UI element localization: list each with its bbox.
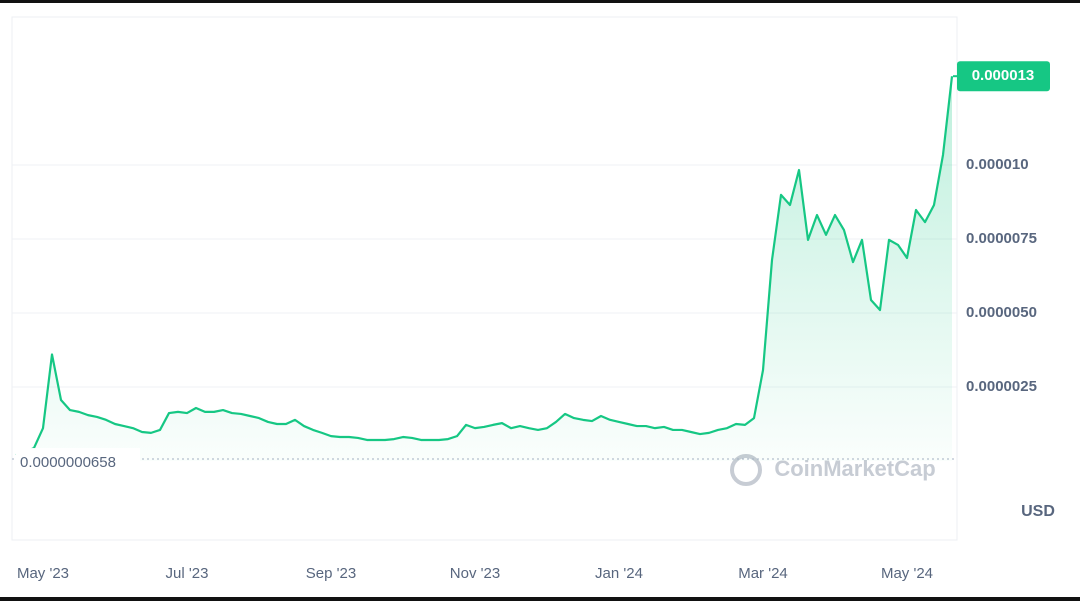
y-tick-label: 0.0000075 <box>966 230 1037 247</box>
y-tick-label: 0.000010 <box>966 156 1029 173</box>
low-price-label: 0.0000000658 <box>20 454 116 471</box>
price-line <box>15 76 954 457</box>
plot-frame <box>11 16 958 541</box>
bottom-border <box>0 597 1080 601</box>
x-tick-label: Mar '24 <box>738 565 788 582</box>
y-tick-label: 0.0000025 <box>966 378 1037 395</box>
y-tick-label: 0.0000050 <box>966 304 1037 321</box>
last-price-label: 0.000013 <box>972 67 1035 84</box>
low-price-label-bg <box>16 448 140 469</box>
last-price-tag <box>957 61 1050 92</box>
currency: USD <box>1021 503 1055 520</box>
x-tick-label: May '24 <box>881 565 933 582</box>
x-tick-label: Nov '23 <box>450 565 500 582</box>
x-tick-label: Sep '23 <box>306 565 356 582</box>
top-border <box>0 0 1080 3</box>
area <box>16 76 952 461</box>
x-tick-label: Jan '24 <box>595 565 643 582</box>
x-tick-label: May '23 <box>17 565 69 582</box>
x-tick-label: Jul '23 <box>166 565 209 582</box>
